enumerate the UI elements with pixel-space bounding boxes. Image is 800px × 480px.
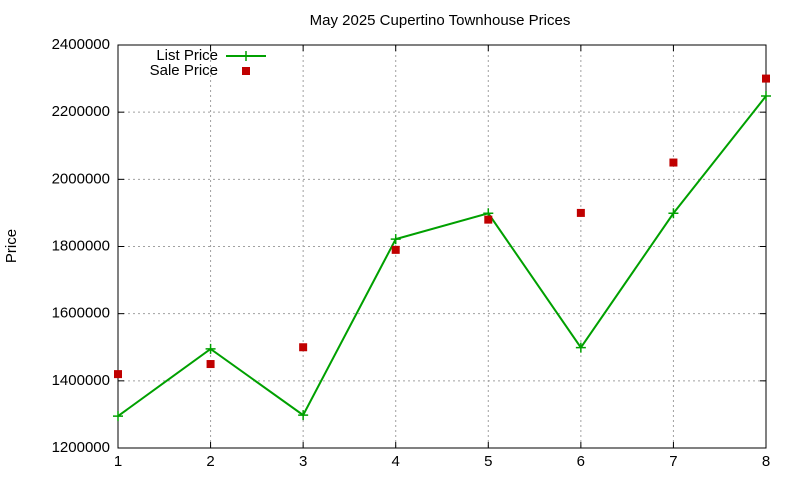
x-tick-label: 2 bbox=[206, 453, 214, 470]
point-marker bbox=[484, 215, 493, 224]
point-marker bbox=[113, 411, 123, 422]
series-line bbox=[117, 95, 767, 417]
legend-swatch bbox=[241, 51, 251, 61]
y-axis-label: Price bbox=[3, 229, 20, 263]
point-marker bbox=[114, 370, 122, 379]
x-tick-label: 7 bbox=[669, 453, 677, 470]
point-marker bbox=[576, 208, 585, 217]
point-marker bbox=[762, 74, 770, 83]
x-tick-label: 5 bbox=[484, 453, 492, 470]
point-marker bbox=[298, 410, 309, 421]
y-tick-label: 2200000 bbox=[52, 103, 110, 120]
point-marker bbox=[761, 91, 771, 102]
y-tick-label: 1600000 bbox=[52, 305, 110, 322]
legend-label: List Price bbox=[156, 47, 218, 64]
y-tick-label: 1400000 bbox=[52, 372, 110, 389]
point-marker bbox=[669, 158, 678, 167]
point-marker bbox=[575, 342, 586, 353]
x-tick-label: 1 bbox=[114, 453, 122, 470]
x-tick-label: 4 bbox=[392, 453, 400, 470]
y-tick-label: 2000000 bbox=[52, 170, 110, 187]
point-marker bbox=[299, 343, 308, 352]
legend-swatch bbox=[242, 67, 250, 75]
plot-frame bbox=[117, 44, 767, 449]
y-tick-label: 1800000 bbox=[52, 237, 110, 254]
x-tick-label: 3 bbox=[299, 453, 307, 470]
point-marker bbox=[205, 343, 216, 354]
legend-label: Sale Price bbox=[150, 62, 218, 79]
point-marker bbox=[206, 360, 215, 369]
point-marker bbox=[390, 234, 401, 245]
x-tick-label: 6 bbox=[577, 453, 585, 470]
chart-title: May 2025 Cupertino Townhouse Prices bbox=[310, 12, 571, 29]
point-marker bbox=[668, 208, 679, 219]
y-tick-label: 1200000 bbox=[52, 439, 110, 456]
x-tick-label: 8 bbox=[762, 453, 770, 470]
y-tick-label: 2400000 bbox=[52, 36, 110, 53]
point-marker bbox=[391, 245, 400, 254]
